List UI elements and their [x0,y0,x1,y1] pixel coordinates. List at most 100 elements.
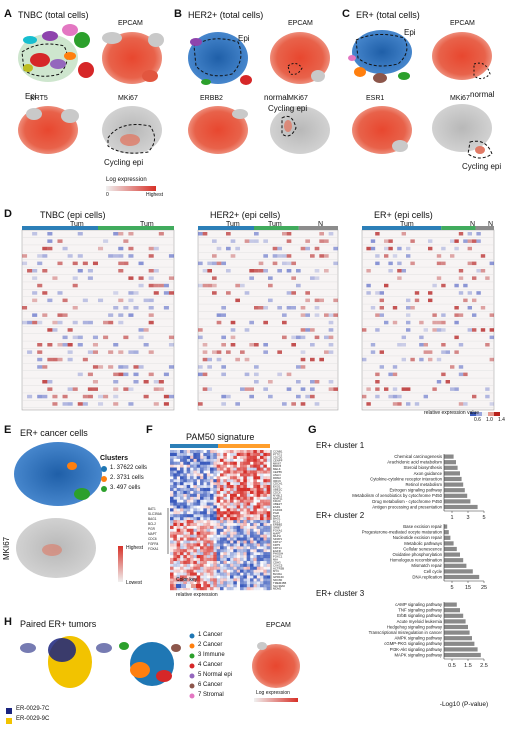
h-cluster-2: 2 Cancer [198,642,223,648]
pam-cell [253,503,257,506]
b-gene-mki67: MKi67 [288,95,308,102]
pam-cell [196,514,201,518]
cnv-cell [392,394,398,399]
pam-cell [196,522,201,527]
g-cluster3-bar [444,608,460,613]
b-epi-label: Epi [238,34,250,43]
pam-cell [180,520,184,524]
pam-cell [256,487,261,492]
pam-cell [206,557,211,562]
pam-cell [227,561,231,564]
pam-cell [226,467,231,471]
pam-cell [230,522,234,527]
g-cluster3-bar [444,613,464,618]
pam-cell [266,490,271,494]
pam-cell [233,540,237,544]
d-n-1: N [318,221,324,228]
cnv-cell [212,276,217,280]
e-cluster-1: 1. 37622 cells [110,465,148,471]
pam-cell [173,450,177,454]
pam-cell [216,534,221,538]
cnv-cell [485,387,490,391]
pam-cell [246,520,251,524]
cnv-cell [98,246,104,251]
cnv-cell [454,246,459,251]
pam-cell [190,487,194,492]
pam-cell [173,479,177,483]
pam-cell [183,485,187,489]
pam-cell [240,487,244,492]
pam-cell [170,502,174,506]
pam-cell [183,546,187,550]
pam-cell [206,525,211,529]
cnv-cell [467,239,472,243]
cnv-cell [296,394,301,399]
pam-cell [213,584,217,588]
pam-cell [233,520,237,524]
g-cluster1-tick-label: 5 [482,515,485,521]
pam-cell [267,465,271,468]
pam-cell [186,520,191,524]
pam-cell [220,505,224,509]
pam-cell [176,490,181,494]
pam-cell [236,502,241,506]
cnv-cell [305,246,310,251]
cnv-cell [42,269,48,273]
pam-cell [210,578,214,582]
pam-cell [260,531,264,535]
pam-cell [180,470,184,474]
b-erbb2-map [188,106,248,154]
cnv-cell [375,232,380,236]
pam-cell [237,473,241,476]
cnv-cell [118,372,124,377]
cnv-cell [87,387,93,391]
pam-legend-cell [186,584,191,588]
cnv-cell [441,350,446,354]
cnv-cell [212,291,217,295]
a-legend-low: 0 [106,192,109,198]
cnv-cell [168,276,174,280]
cnv-cell [138,365,144,369]
cnv-heatmaps [21,226,500,416]
pam-cell [176,499,181,503]
pam-cell [246,572,251,576]
pam-cell [180,534,184,538]
pam-gene-label: EGFR [273,549,281,553]
pam-cell [266,557,271,562]
cnv-cell [388,246,393,251]
pam-cell [183,543,187,547]
pam-cell [256,525,261,529]
pam-cell [233,499,237,503]
pam-cell [180,587,184,591]
cnv-cell [375,372,380,377]
pam-cell [186,555,191,559]
pam-cell [253,543,257,547]
cnv-cell [286,387,292,391]
cnv-cell [148,372,154,377]
pam-cell [240,485,244,489]
cnv-cell [221,372,226,377]
cnv-cell [467,261,472,266]
cnv-cell [379,350,384,354]
cnv-cell [118,246,124,251]
pam-cell [223,511,227,515]
pam-cell [226,528,231,532]
cnv-cell [282,320,287,325]
pam-cell [213,514,217,518]
cnv-cell [379,313,384,317]
pam-cell [206,470,211,474]
cnv-cell [98,402,104,406]
pam-cell [250,502,254,506]
tsne-maps-row [18,24,493,191]
pam-cell [260,546,264,550]
pam-cell [173,496,177,500]
pam-gene-label: BCL2 [273,520,280,524]
pam-cell [233,552,237,556]
cnv-cell [128,387,134,391]
pam-cell [200,470,204,474]
g-cluster1-term: Estrogen signaling pathway [389,488,442,493]
pam-cell [170,563,174,567]
cnv-cell [168,365,174,369]
pam-cell [213,490,217,494]
pam-cell [243,496,247,500]
